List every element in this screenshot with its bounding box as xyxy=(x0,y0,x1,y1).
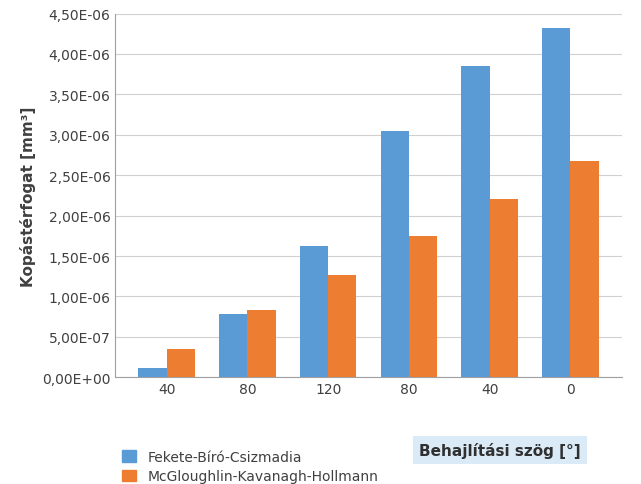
Y-axis label: Kopástérfogat [mm³]: Kopástérfogat [mm³] xyxy=(21,106,37,286)
Bar xyxy=(219,315,247,378)
Bar xyxy=(570,162,599,378)
Bar xyxy=(167,349,195,378)
Text: Behajlítási szög [°]: Behajlítási szög [°] xyxy=(419,442,581,458)
Bar xyxy=(409,236,437,378)
Bar xyxy=(300,247,328,378)
Legend: Fekete-Bíró-Csizmadia, McGloughlin-Kavanagh-Hollmann: Fekete-Bíró-Csizmadia, McGloughlin-Kavan… xyxy=(122,450,378,484)
Bar xyxy=(381,132,409,378)
Bar xyxy=(462,67,490,378)
Bar xyxy=(328,275,356,378)
Bar xyxy=(138,369,167,378)
Bar xyxy=(542,29,570,378)
Bar xyxy=(247,311,276,378)
Bar xyxy=(490,200,518,378)
